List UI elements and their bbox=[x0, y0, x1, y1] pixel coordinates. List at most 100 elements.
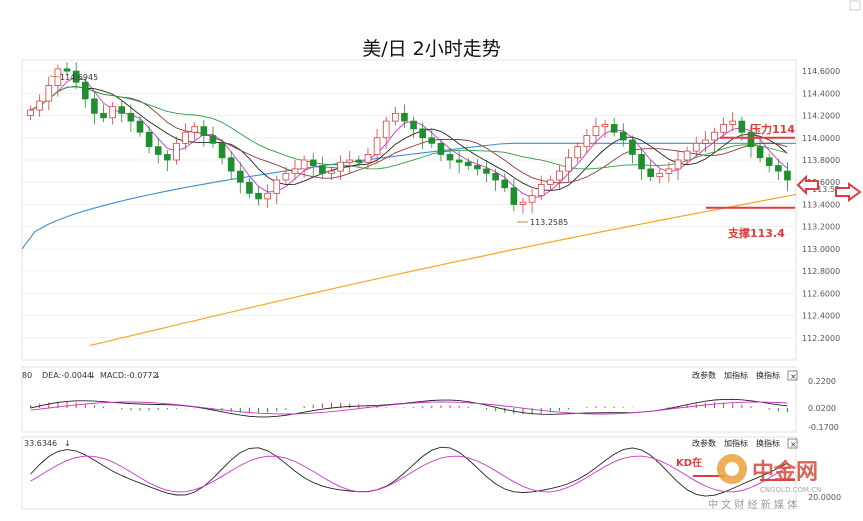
ma-long-line bbox=[30, 86, 788, 184]
candle-body bbox=[537, 184, 545, 196]
candle-body bbox=[492, 172, 499, 181]
kd-tick: 20.0000 bbox=[808, 493, 841, 502]
candle-body bbox=[291, 168, 299, 174]
switch-indicator-button[interactable]: 换指标 bbox=[756, 438, 780, 448]
macd-tick-bottom: -0.1700 bbox=[808, 423, 839, 432]
candle-body bbox=[656, 172, 664, 178]
candle-body bbox=[619, 131, 627, 141]
candle-body bbox=[127, 112, 135, 122]
add-indicator-button[interactable]: 加指标 bbox=[724, 370, 748, 380]
candle-body bbox=[528, 195, 536, 203]
y-tick-label: 112.8000 bbox=[802, 267, 840, 276]
candle-body bbox=[373, 137, 381, 155]
candle-body bbox=[428, 137, 436, 144]
price-tag: 113.55 bbox=[812, 185, 840, 194]
ma-medium-line bbox=[30, 86, 788, 192]
candle-body bbox=[282, 172, 290, 181]
candle-body bbox=[109, 106, 116, 119]
candle-body bbox=[464, 161, 472, 166]
candle-body bbox=[209, 135, 217, 144]
y-tick-label: 114.6000 bbox=[802, 67, 840, 76]
arrow-left-icon bbox=[796, 174, 819, 196]
candle-body bbox=[300, 159, 308, 170]
candle-body bbox=[273, 179, 281, 194]
candle-body bbox=[154, 146, 162, 155]
candle-body bbox=[638, 154, 645, 170]
candle-body bbox=[583, 135, 591, 148]
macd-tick-top: 0.2200 bbox=[808, 377, 836, 386]
candle-body bbox=[665, 168, 673, 174]
arrow-down-icon: ↓ bbox=[89, 371, 96, 380]
add-indicator-button[interactable]: 加指标 bbox=[724, 438, 748, 448]
candle-body bbox=[446, 154, 454, 161]
candle-body bbox=[610, 124, 618, 133]
candle-body bbox=[765, 157, 773, 166]
candle-body bbox=[200, 126, 208, 136]
arrow-down-icon: ↓ bbox=[154, 371, 161, 380]
candle-body bbox=[382, 120, 390, 139]
candle-body bbox=[784, 170, 791, 181]
arrow-down-icon: ↓ bbox=[64, 439, 71, 448]
candle-body bbox=[72, 70, 80, 83]
candle-body bbox=[218, 142, 226, 159]
candle-body bbox=[36, 100, 43, 111]
y-tick-label: 114.0000 bbox=[802, 134, 840, 143]
kd-series bbox=[30, 446, 788, 497]
kd-k-line bbox=[30, 446, 788, 497]
y-tick-label: 114.4000 bbox=[802, 89, 840, 98]
candle-body bbox=[501, 179, 509, 189]
high-label: 114.6945 bbox=[60, 73, 98, 82]
support-label: 支撑113.4 bbox=[727, 226, 785, 240]
dea-line bbox=[30, 401, 788, 415]
candle-body bbox=[145, 131, 153, 148]
candle-body bbox=[255, 192, 262, 200]
candle-body bbox=[683, 150, 691, 161]
kd-legend: 33.6346 bbox=[24, 439, 57, 448]
candle-body bbox=[392, 112, 399, 122]
kd-panel-frame bbox=[21, 436, 797, 510]
candle-body bbox=[601, 124, 609, 128]
y-tick-label: 112.6000 bbox=[802, 289, 840, 298]
y-tick-label: 113.4000 bbox=[802, 200, 840, 209]
candle-body bbox=[227, 157, 235, 172]
y-tick-label: 113.2000 bbox=[802, 223, 840, 232]
candle-body bbox=[91, 98, 98, 114]
candle-body bbox=[319, 165, 326, 174]
y-tick-label: 113.8000 bbox=[802, 156, 840, 165]
candle-body bbox=[346, 159, 354, 163]
candle-body bbox=[510, 187, 518, 205]
y-tick-label: 113.6000 bbox=[802, 178, 840, 187]
ma200-line bbox=[89, 193, 797, 347]
resistance-label: 压力114 bbox=[750, 122, 795, 136]
candle-body bbox=[236, 170, 244, 183]
change-params-button[interactable]: 改参数 bbox=[692, 370, 716, 380]
candle-body bbox=[720, 124, 727, 133]
candle-body bbox=[309, 159, 317, 166]
ma-short-line bbox=[30, 76, 788, 198]
close-icon: × bbox=[790, 372, 797, 381]
candle-body bbox=[756, 146, 764, 159]
macd-fragment: 80 bbox=[22, 371, 32, 380]
change-params-button[interactable]: 改参数 bbox=[692, 438, 716, 448]
candle-body bbox=[419, 128, 426, 139]
candle-body bbox=[747, 131, 755, 148]
candle-body bbox=[81, 81, 89, 100]
high-marker bbox=[49, 75, 60, 78]
candle-body bbox=[474, 165, 481, 170]
main-grid bbox=[22, 70, 796, 339]
window-corner-box bbox=[849, 0, 861, 11]
candle-body bbox=[711, 131, 718, 141]
arrow-right-icon bbox=[835, 182, 862, 202]
candles bbox=[27, 62, 791, 214]
candle-body bbox=[136, 120, 144, 133]
close-macd-button[interactable] bbox=[787, 370, 798, 381]
kd-d-line bbox=[30, 455, 788, 493]
candle-body bbox=[401, 112, 408, 122]
candle-body bbox=[729, 120, 737, 125]
candle-body bbox=[264, 192, 271, 200]
candle-body bbox=[182, 131, 189, 144]
candle-body bbox=[565, 157, 572, 172]
switch-indicator-button[interactable]: 换指标 bbox=[756, 370, 780, 380]
close-kd-button[interactable] bbox=[787, 438, 798, 449]
